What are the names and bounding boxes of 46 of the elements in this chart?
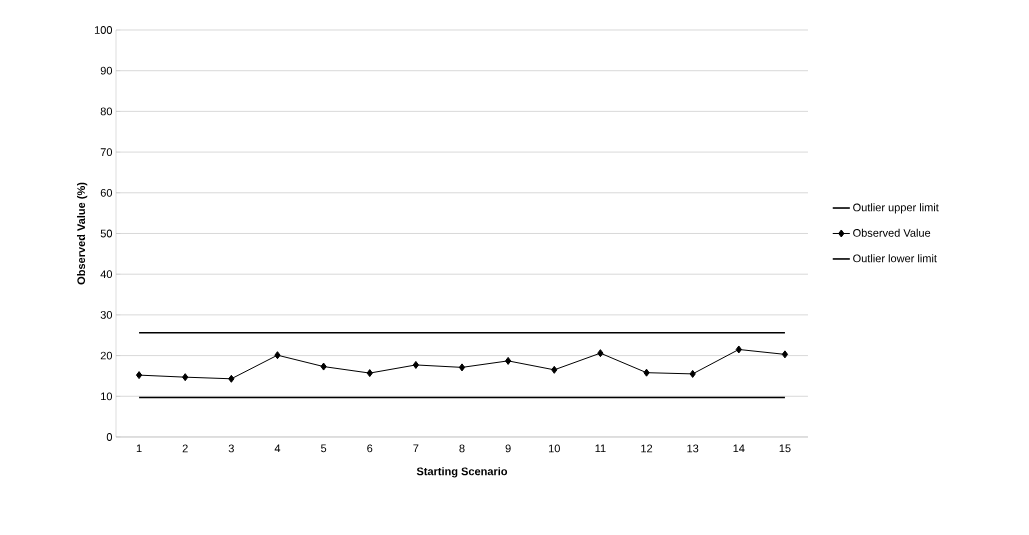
point <box>551 365 558 374</box>
point <box>228 374 235 383</box>
x-tick-label: 1 <box>136 444 142 453</box>
point <box>458 363 466 372</box>
point <box>182 373 189 382</box>
x-tick-label: 12 <box>641 444 653 453</box>
legend-label: Outlier lower limit <box>853 254 937 263</box>
x-axis-title: Starting Scenario <box>416 467 508 478</box>
point <box>135 371 143 380</box>
legend-label: Outlier upper limit <box>853 203 939 214</box>
point <box>781 350 789 359</box>
x-tick-label: 10 <box>548 444 560 453</box>
point <box>643 368 650 377</box>
point <box>320 362 327 371</box>
x-tick-label: 13 <box>687 444 699 453</box>
point <box>412 360 419 369</box>
x-tick-label: 15 <box>779 444 791 453</box>
x-tick-label: 3 <box>228 444 234 453</box>
x-tick-label: 8 <box>459 444 465 453</box>
y-axis-title: Observed Value (%) <box>77 182 88 285</box>
y-tick-label: 0 <box>106 433 113 441</box>
y-tick-label: 50 <box>100 229 113 238</box>
y-tick-label: 10 <box>101 392 113 401</box>
y-tick-label: 40 <box>100 270 113 279</box>
x-tick-label: 14 <box>733 444 745 453</box>
point <box>274 351 281 360</box>
y-tick-label: 100 <box>94 26 113 34</box>
x-tick-label: 4 <box>274 444 281 453</box>
point <box>366 369 373 378</box>
x-tick-label: 5 <box>320 444 327 453</box>
legend-label: Observed Value <box>853 228 931 237</box>
y-tick-label: 60 <box>100 188 113 197</box>
x-tick-label: 11 <box>595 444 606 453</box>
point <box>505 356 512 365</box>
y-tick-label: 20 <box>100 351 113 360</box>
x-tick-label: 9 <box>505 444 511 453</box>
x-tick-label: 6 <box>367 444 373 453</box>
y-tick-label: 90 <box>100 66 113 75</box>
point <box>735 345 742 354</box>
x-tick-label: 7 <box>413 444 419 453</box>
point <box>597 349 604 358</box>
point <box>689 369 696 378</box>
y-tick-label: 70 <box>100 148 113 156</box>
y-tick-label: 30 <box>100 311 113 319</box>
x-tick-label: 2 <box>182 444 188 453</box>
y-tick-label: 80 <box>100 107 113 116</box>
